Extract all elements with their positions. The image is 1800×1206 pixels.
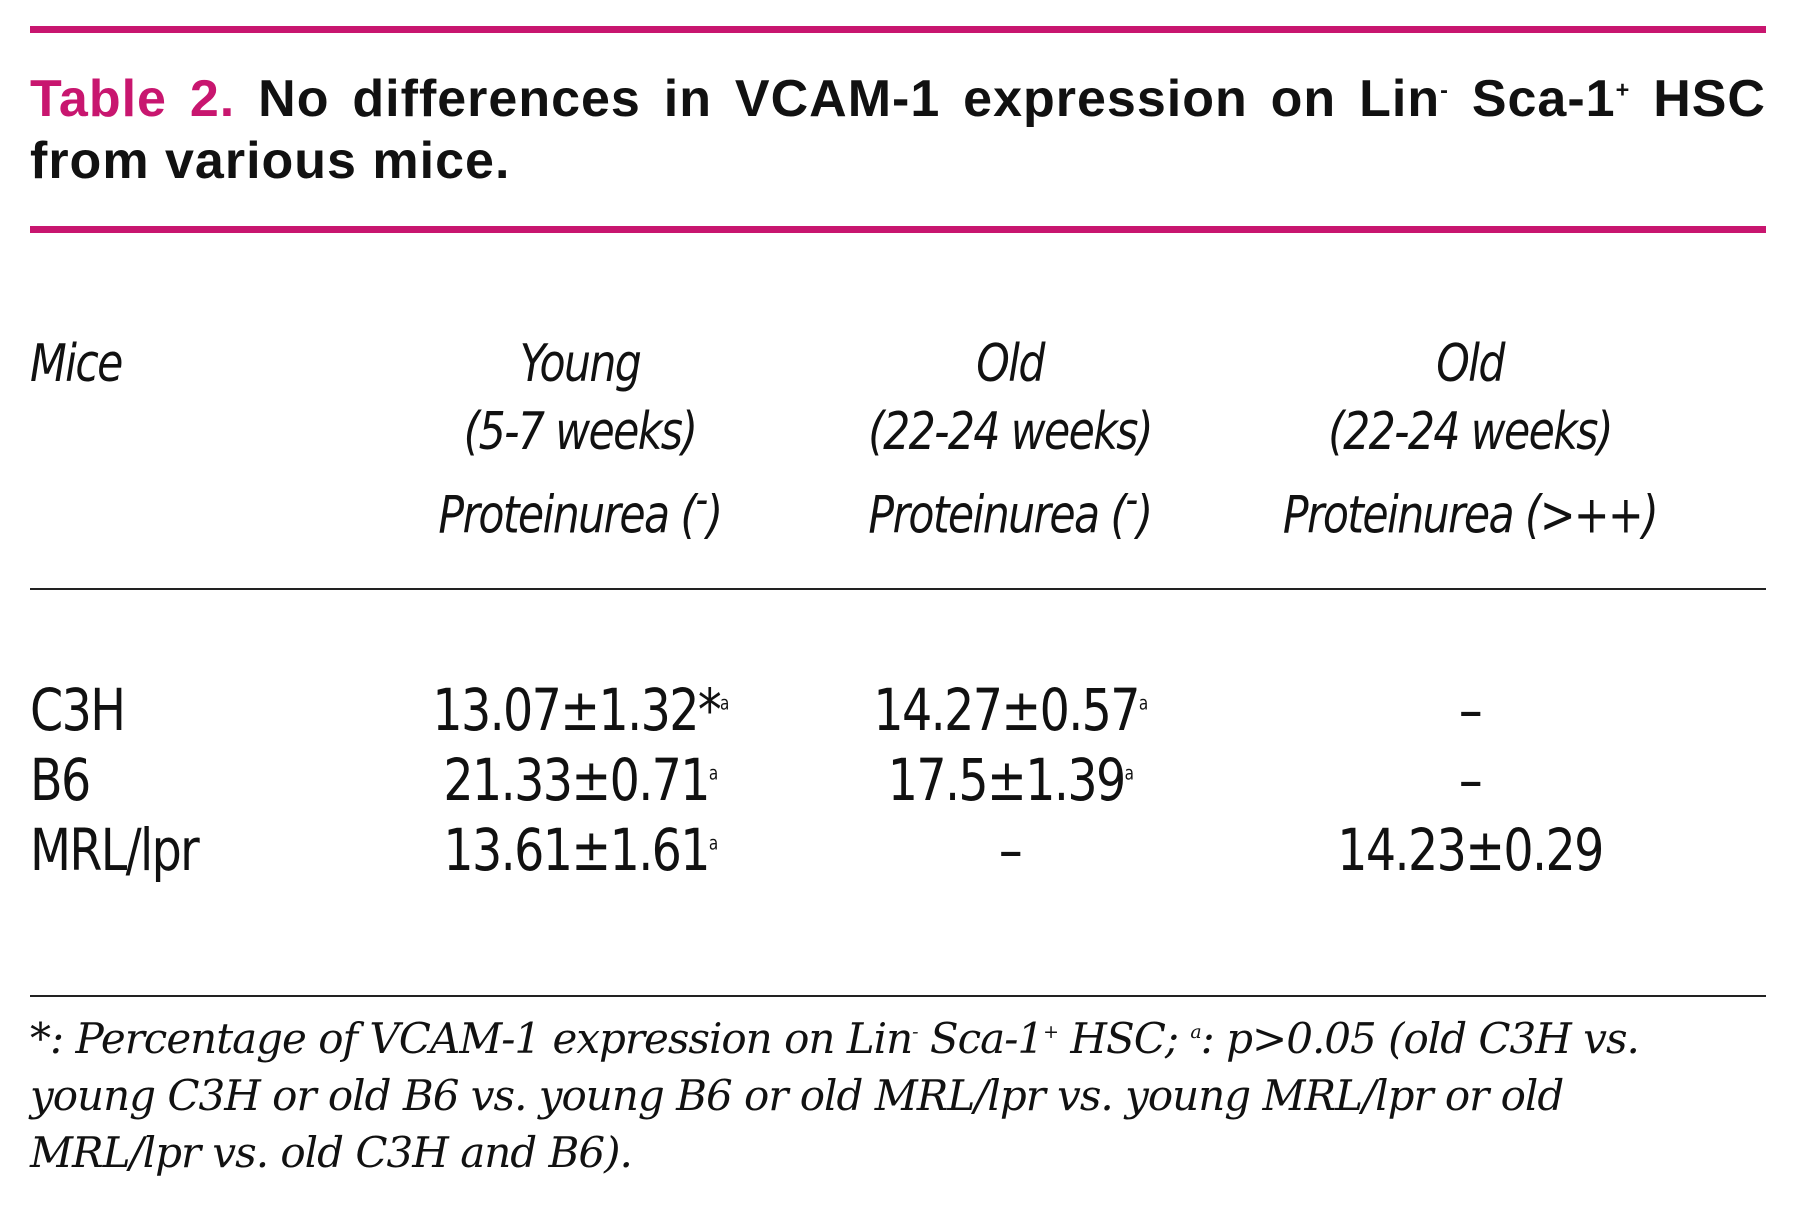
table-label: Table 2. [30, 70, 236, 128]
header-old-pos-line3: Proteinurea (>++) [1240, 466, 1699, 549]
table-caption: Table 2. No differences in VCAM-1 expres… [30, 68, 1766, 192]
cell-superscript: a [1138, 693, 1148, 715]
caption-text-part1: No differences in VCAM-1 expression on L… [235, 70, 1441, 128]
footnote-sup3: a [1190, 1021, 1201, 1043]
caption-bottom-rule [30, 226, 1766, 233]
header-young-line3-text: Proteinurea ( [438, 485, 697, 546]
cell-value: – [998, 816, 1023, 884]
header-old-neg-line3: Proteinurea (-) [805, 466, 1215, 549]
cell-value: 17.5±1.39 [887, 746, 1127, 814]
header-young-superscript: - [695, 475, 708, 525]
cell-c3h-old-negative: 14.27±0.57a [805, 675, 1215, 745]
cell-value: 13.07±1.32* [432, 676, 721, 744]
header-old-neg-line2: (22-24 weeks) [868, 402, 1153, 462]
footnote-sup1: - [912, 1021, 918, 1043]
footnote-part2: Sca-1 [917, 1014, 1044, 1063]
header-mice: Mice [30, 330, 243, 398]
header-old-neg-line3-text: Proteinurea ( [868, 485, 1127, 546]
header-column-old-positive: Old (22-24 weeks) Proteinurea (>++) [1240, 330, 1699, 549]
table-bottom-rule [30, 995, 1766, 997]
cell-superscript: a [708, 833, 718, 855]
caption-top-rule [30, 26, 1766, 33]
caption-text-part2: Sca-1 [1448, 70, 1616, 128]
row-label-b6: B6 [30, 746, 91, 814]
cell-value: – [1458, 676, 1483, 744]
cell-value: 14.23±0.29 [1337, 816, 1604, 884]
footnote-part4: : p>0.05 (old C3H vs. young C3H or old B… [30, 1014, 1640, 1177]
header-column-old-negative: Old (22-24 weeks) Proteinurea (-) [805, 330, 1215, 549]
row-label-mrl-lpr: MRL/lpr [30, 816, 200, 884]
footnote-part3: HSC; [1057, 1014, 1191, 1063]
header-column-young: Young (5-7 weeks) Proteinurea (-) [375, 330, 785, 549]
cell-superscript: a [708, 763, 718, 785]
header-old-pos-line3-text: Proteinurea (>++) [1282, 485, 1659, 546]
cell-value: – [1458, 746, 1483, 814]
header-young-line3: Proteinurea (-) [375, 466, 785, 549]
header-bottom-rule [30, 588, 1766, 590]
caption-lin-superscript: - [1440, 76, 1449, 103]
cell-mrl-young: 13.61±1.61a [375, 815, 785, 885]
footnote-sup2: + [1043, 1021, 1059, 1043]
cell-b6-old-positive: – [1240, 745, 1699, 815]
table-footnote: *: Percentage of VCAM-1 expression on Li… [30, 1010, 1690, 1181]
header-old-neg-line1: Old [976, 334, 1045, 394]
cell-superscript: a [1124, 763, 1134, 785]
cell-value: 13.61±1.61 [443, 816, 710, 884]
header-old-pos-line2: (22-24 weeks) [1328, 402, 1613, 462]
footnote-part1: *: Percentage of VCAM-1 expression on Li… [30, 1014, 913, 1063]
header-old-neg-superscript: - [1125, 475, 1138, 525]
cell-c3h-young: 13.07±1.32*a [375, 675, 785, 745]
header-young-line1: Young [519, 334, 642, 394]
cell-b6-old-negative: 17.5±1.39a [805, 745, 1215, 815]
cell-c3h-old-positive: – [1240, 675, 1699, 745]
cell-superscript: a [719, 693, 729, 715]
caption-sca-superscript: + [1615, 76, 1631, 103]
cell-mrl-old-positive: 14.23±0.29 [1240, 815, 1699, 885]
header-young-line2: (5-7 weeks) [463, 402, 698, 462]
header-old-pos-line1: Old [1436, 334, 1505, 394]
cell-value: 14.27±0.57 [873, 676, 1140, 744]
cell-mrl-old-negative: – [805, 815, 1215, 885]
header-young-line3-end: ) [706, 485, 724, 546]
caption-text-part3: HSC from various mice. [30, 70, 1766, 190]
header-mice-label: Mice [30, 334, 123, 394]
row-label-c3h: C3H [30, 676, 126, 744]
cell-b6-young: 21.33±0.71a [375, 745, 785, 815]
header-old-neg-line3-end: ) [1136, 485, 1154, 546]
cell-value: 21.33±0.71 [443, 746, 710, 814]
